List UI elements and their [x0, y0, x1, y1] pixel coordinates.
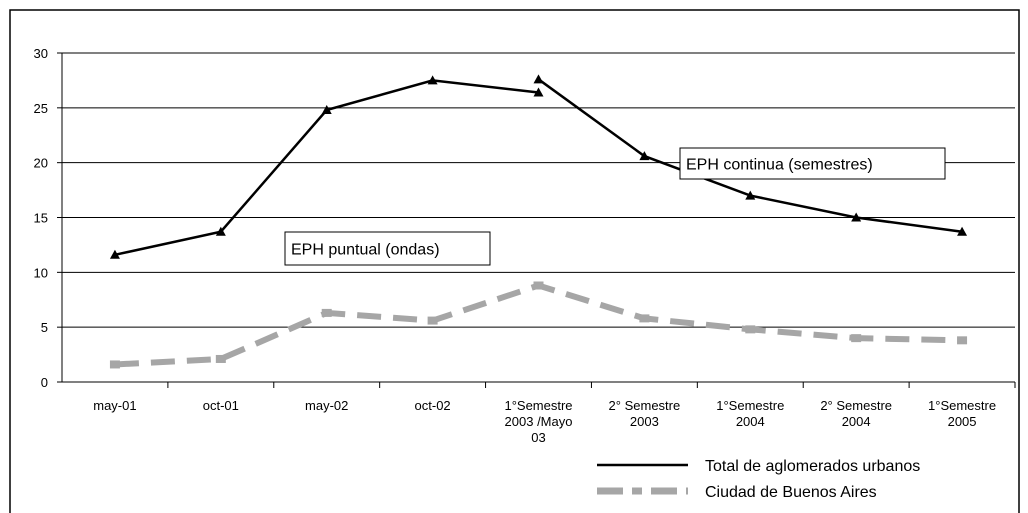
marker [639, 314, 650, 323]
marker [745, 190, 756, 200]
marker [957, 226, 968, 236]
y-tick-label: 0 [41, 375, 48, 390]
marker [109, 360, 120, 369]
y-tick-label: 30 [34, 46, 48, 61]
chart-border [9, 9, 1020, 513]
x-tick-label: may-01 [93, 398, 136, 413]
x-tick-label: oct-01 [203, 398, 239, 413]
annotation: EPH continua (semestres) [686, 157, 873, 174]
marker [533, 281, 544, 290]
series-line [114, 282, 963, 368]
x-tick-label: may-02 [305, 398, 348, 413]
x-tick-label: 2° Semestre 2003 [609, 398, 681, 429]
legend-label: Ciudad de Buenos Aires [705, 484, 877, 501]
x-tick-label: 2° Semestre 2004 [820, 398, 892, 429]
marker [639, 151, 650, 161]
annotation-box [679, 147, 946, 180]
x-tick-label: 1°Semestre 2004 [716, 398, 784, 429]
annotation: EPH puntual (ondas) [291, 242, 440, 259]
marker [321, 105, 332, 115]
marker [745, 325, 756, 334]
marker [321, 308, 332, 317]
marker [957, 336, 968, 345]
x-tick-label: oct-02 [415, 398, 451, 413]
marker [533, 87, 544, 97]
annotation-box [284, 231, 491, 266]
y-tick-label: 25 [34, 101, 48, 116]
y-tick-label: 15 [34, 211, 48, 226]
marker [427, 75, 438, 85]
x-tick-label: 1°Semestre 2003 /Mayo 03 [504, 398, 572, 445]
y-tick-label: 20 [34, 156, 48, 171]
marker [533, 74, 544, 84]
marker [215, 354, 226, 363]
x-tick-label: 1°Semestre 2005 [928, 398, 996, 429]
legend-label: Total de aglomerados urbanos [705, 458, 920, 475]
marker [851, 334, 862, 343]
marker [851, 212, 862, 222]
marker [109, 249, 120, 259]
y-tick-label: 10 [34, 265, 48, 280]
marker [215, 226, 226, 236]
y-tick-label: 5 [41, 320, 48, 335]
marker [427, 316, 438, 325]
